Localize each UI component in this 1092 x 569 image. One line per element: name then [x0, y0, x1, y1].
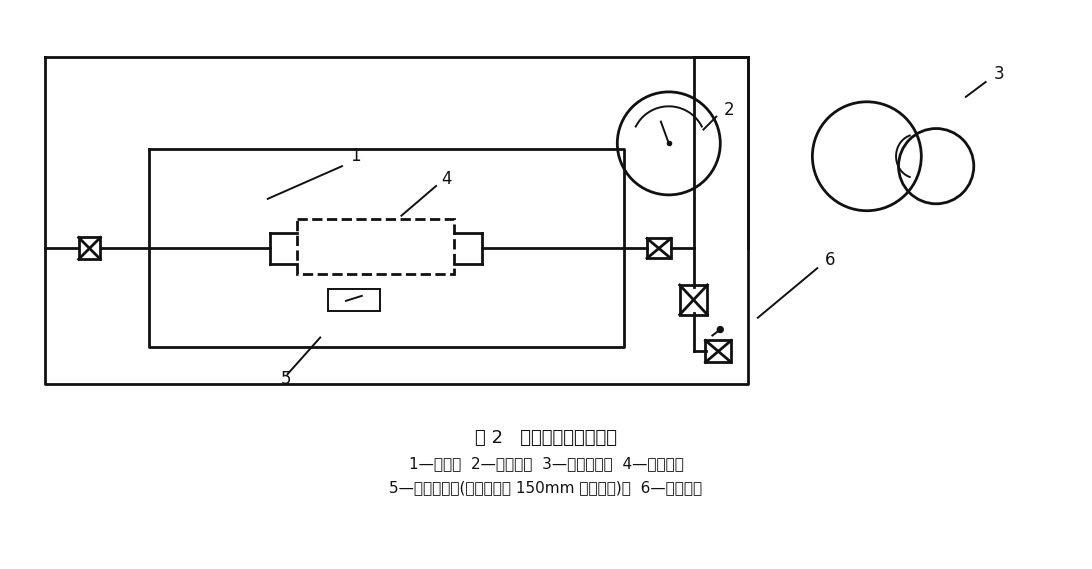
- Text: 4: 4: [441, 170, 451, 188]
- Text: 3: 3: [994, 65, 1005, 83]
- Text: 图 2   热冲击试验典型装置: 图 2 热冲击试验典型装置: [475, 430, 617, 447]
- Text: 6: 6: [826, 251, 835, 269]
- Text: 1—筱子；  2—指示表；  3—高温油泵；  4—试验管；: 1—筱子； 2—指示表； 3—高温油泵； 4—试验管；: [408, 456, 684, 471]
- Text: 2: 2: [724, 101, 735, 119]
- Text: 5: 5: [281, 370, 292, 388]
- Text: 5—环境测量点(距离试验管 150mm 以内测量)；  6—高压源。: 5—环境测量点(距离试验管 150mm 以内测量)； 6—高压源。: [390, 480, 702, 496]
- Circle shape: [717, 327, 723, 332]
- Text: 1: 1: [349, 147, 360, 165]
